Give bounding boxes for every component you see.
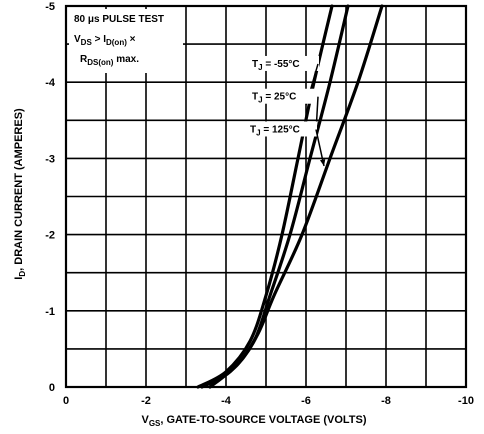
- annotation-line-3-end: max.: [113, 54, 139, 65]
- annotation-line-3: RDS(on) max.: [80, 54, 139, 67]
- annotation-line-2-mid: > I: [92, 34, 106, 45]
- y-tick-label: -4: [45, 77, 56, 89]
- series-label-sub: J: [256, 128, 260, 137]
- x-tick-label: -10: [458, 395, 474, 407]
- series-label-2: TJ = 25°C: [252, 92, 296, 105]
- annotation-line-3-sub: DS(on): [87, 58, 114, 67]
- x-axis-label-rest: , GATE-TO-SOURCE VOLTAGE (VOLTS): [160, 414, 366, 426]
- series-label-main: T: [252, 92, 258, 103]
- annotation-background: [69, 9, 183, 73]
- x-tick-label: -2: [141, 395, 151, 407]
- x-tick-labels: 0 -2 -4 -6 -8 -10: [63, 395, 474, 407]
- series-label-background: [247, 121, 317, 137]
- annotation-line-2-sub2: D(on): [106, 38, 127, 47]
- plot-border: [64, 4, 468, 389]
- x-tick-label: -8: [381, 395, 391, 407]
- series-label-main: T: [250, 124, 256, 135]
- series-label-sub: J: [258, 63, 262, 72]
- series-line-3: [208, 4, 384, 389]
- y-tick-label: -2: [45, 230, 55, 242]
- y-axis-label: ID, DRAIN CURRENT (AMPERES): [13, 108, 27, 280]
- y-tick-label: -1: [45, 306, 55, 318]
- annotation-line-2-main: V: [74, 34, 81, 45]
- y-tick-labels: 0 -1 -2 -3 -4 -5: [45, 1, 56, 394]
- series-label-sub: J: [258, 96, 262, 105]
- series-labels: TJ = -55°CTJ = 25°CTJ = 125°C: [247, 55, 326, 167]
- x-tick-label: 0: [63, 395, 69, 407]
- series-label-rest: = 25°C: [263, 92, 297, 103]
- x-tick-label: -4: [221, 395, 232, 407]
- series-label-background: [249, 88, 319, 104]
- plot-frame: [64, 4, 468, 389]
- y-axis-label-rest: , DRAIN CURRENT (AMPERES): [13, 108, 25, 271]
- annotation-line-3-main: R: [80, 54, 88, 65]
- y-tick-label: -3: [45, 153, 55, 165]
- series-group: [196, 4, 384, 389]
- series-label-3: TJ = 125°C: [250, 124, 300, 137]
- pulse-test-annotation: 80 μs PULSE TEST VDS > ID(on) × RDS(on) …: [69, 9, 183, 73]
- annotation-line-2: VDS > ID(on) ×: [74, 34, 136, 47]
- series-label-1: TJ = -55°C: [252, 59, 300, 72]
- x-axis-label-sub: GS: [149, 419, 161, 428]
- y-tick-label: -5: [45, 1, 55, 13]
- series-label-background: [249, 55, 319, 71]
- series-line-1: [196, 4, 334, 389]
- series-label-rest: = 125°C: [261, 124, 300, 135]
- arrowhead-icon: [319, 159, 326, 167]
- x-tick-label: -6: [301, 395, 311, 407]
- series-label-main: T: [252, 59, 258, 70]
- x-axis-label: VGS, GATE-TO-SOURCE VOLTAGE (VOLTS): [141, 414, 366, 428]
- y-axis-label-main: I: [13, 277, 25, 280]
- x-axis-label-main: V: [141, 414, 149, 426]
- series-label-rest: = -55°C: [263, 59, 300, 70]
- annotation-line-2-end: ×: [127, 34, 136, 45]
- annotation-line-2-sub: DS: [81, 38, 93, 47]
- y-axis-label-sub: D: [18, 271, 27, 277]
- annotation-line-1: 80 μs PULSE TEST: [74, 14, 164, 25]
- y-tick-label: 0: [49, 382, 55, 394]
